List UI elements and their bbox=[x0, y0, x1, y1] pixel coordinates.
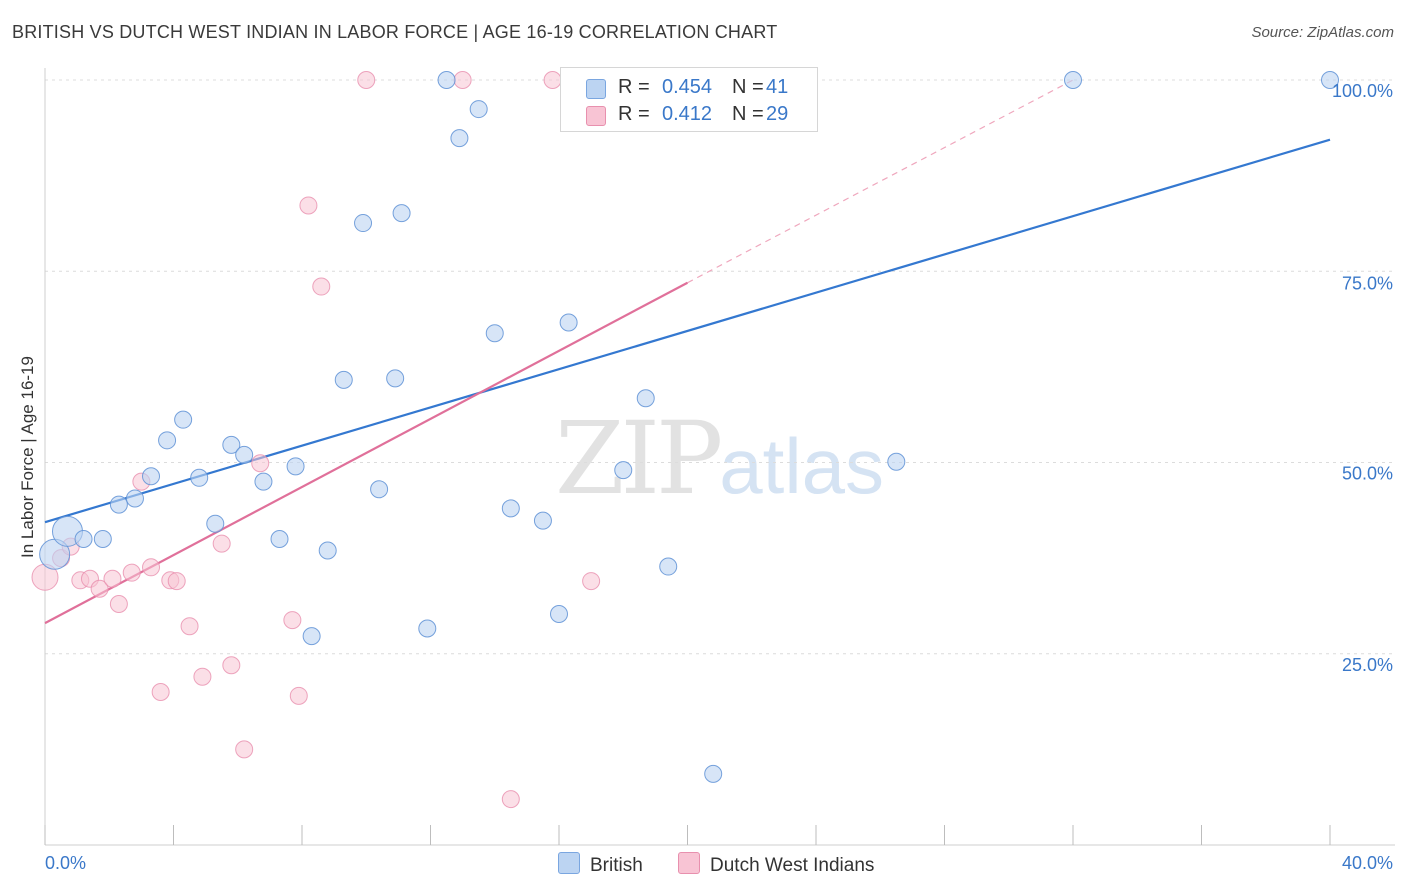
y-tick-label: 50.0% bbox=[1342, 464, 1393, 484]
dutch-point bbox=[180, 617, 199, 636]
british-point bbox=[636, 389, 655, 408]
dutch-point bbox=[357, 71, 376, 89]
british-point bbox=[125, 489, 144, 508]
data-points bbox=[31, 71, 1339, 809]
legend-british: British bbox=[558, 852, 643, 877]
british-point bbox=[1064, 71, 1082, 89]
british-point bbox=[286, 457, 305, 476]
dutch-point bbox=[283, 611, 302, 630]
british-point bbox=[469, 100, 488, 119]
dutch-point bbox=[90, 579, 109, 598]
british-point bbox=[109, 495, 128, 514]
british-point bbox=[450, 129, 469, 148]
british-point bbox=[354, 214, 373, 233]
dutch-point bbox=[109, 595, 128, 614]
british-point bbox=[174, 410, 193, 429]
british-legend-swatch bbox=[558, 852, 580, 874]
n-value: 41 bbox=[766, 76, 789, 98]
watermark-zip: ZIP bbox=[555, 400, 723, 517]
x-tick-label: 0.0% bbox=[45, 853, 86, 873]
r-label: R = bbox=[618, 103, 650, 125]
dutch-point bbox=[582, 572, 601, 591]
dutch-point bbox=[151, 683, 170, 701]
source-credit: Source: ZipAtlas.com bbox=[1251, 24, 1394, 41]
dutch-point bbox=[212, 534, 231, 553]
n-value: 29 bbox=[766, 103, 789, 125]
british-point bbox=[190, 468, 209, 487]
british-point bbox=[533, 511, 552, 530]
dutch-point bbox=[167, 572, 186, 591]
british-legend-label: British bbox=[590, 855, 643, 876]
dutch-point bbox=[453, 71, 472, 89]
dutch-point bbox=[312, 277, 331, 296]
british-point bbox=[887, 452, 906, 471]
y-tick-label: 75.0% bbox=[1342, 273, 1393, 293]
british-point bbox=[302, 627, 321, 646]
british-point bbox=[93, 530, 112, 548]
x-tick-label: 40.0% bbox=[1342, 853, 1393, 873]
dutch-point bbox=[193, 667, 212, 686]
british-point bbox=[437, 71, 456, 89]
grid-lines bbox=[45, 79, 1395, 655]
british-point bbox=[206, 514, 225, 533]
dutch-point bbox=[501, 790, 520, 809]
dutch-point bbox=[222, 656, 241, 675]
british-point bbox=[222, 435, 241, 454]
british-point bbox=[318, 541, 337, 560]
british-point bbox=[704, 764, 723, 783]
legend-dutch: Dutch West Indians bbox=[678, 852, 874, 877]
british-trend-line bbox=[44, 138, 1331, 524]
british-point bbox=[386, 369, 405, 388]
british-point bbox=[614, 461, 633, 480]
dutch-point bbox=[142, 558, 161, 577]
dutch-legend-swatch bbox=[678, 852, 700, 874]
y-tick-label: 100.0% bbox=[1332, 81, 1393, 101]
british-point bbox=[1321, 71, 1339, 89]
stats-legend: R = 0.454 N = 41 R = 0.412 N = 29 bbox=[560, 67, 818, 132]
dutch-point bbox=[289, 686, 308, 705]
watermark-atlas: atlas bbox=[719, 422, 885, 510]
r-value: 0.454 bbox=[661, 76, 713, 98]
dutch-swatch bbox=[586, 106, 606, 126]
british-point bbox=[418, 619, 437, 638]
trend-lines bbox=[44, 79, 1331, 625]
british-point bbox=[74, 530, 93, 548]
dutch-point bbox=[299, 196, 318, 215]
n-label: N = bbox=[732, 103, 764, 125]
british-point bbox=[270, 530, 289, 548]
n-label: N = bbox=[732, 76, 764, 98]
british-point bbox=[559, 313, 578, 332]
dutch-point bbox=[122, 563, 141, 582]
british-point bbox=[392, 204, 411, 223]
british-point bbox=[235, 445, 254, 464]
british-point bbox=[142, 467, 161, 486]
watermark: ZIPatlas bbox=[555, 400, 884, 517]
dutch-point bbox=[103, 569, 122, 588]
axes bbox=[44, 68, 1395, 846]
dutch-point bbox=[543, 71, 562, 89]
british-point bbox=[659, 557, 678, 576]
r-label: R = bbox=[618, 76, 650, 98]
british-point bbox=[370, 480, 389, 499]
british-swatch bbox=[586, 79, 606, 99]
chart-title: BRITISH VS DUTCH WEST INDIAN IN LABOR FO… bbox=[12, 22, 778, 42]
british-point bbox=[550, 604, 568, 623]
tick-labels: 100.0% 75.0% 50.0% 25.0% 0.0% 40.0% bbox=[45, 81, 1393, 873]
british-point bbox=[501, 499, 520, 518]
dutch-point bbox=[251, 454, 270, 473]
y-tick-label: 25.0% bbox=[1342, 655, 1393, 675]
r-value: 0.412 bbox=[661, 103, 713, 125]
british-point bbox=[254, 472, 273, 491]
british-point bbox=[334, 370, 353, 389]
dutch-point bbox=[235, 740, 254, 759]
dutch-legend-label: Dutch West Indians bbox=[710, 855, 875, 876]
british-point bbox=[485, 324, 504, 343]
british-point bbox=[158, 431, 177, 450]
